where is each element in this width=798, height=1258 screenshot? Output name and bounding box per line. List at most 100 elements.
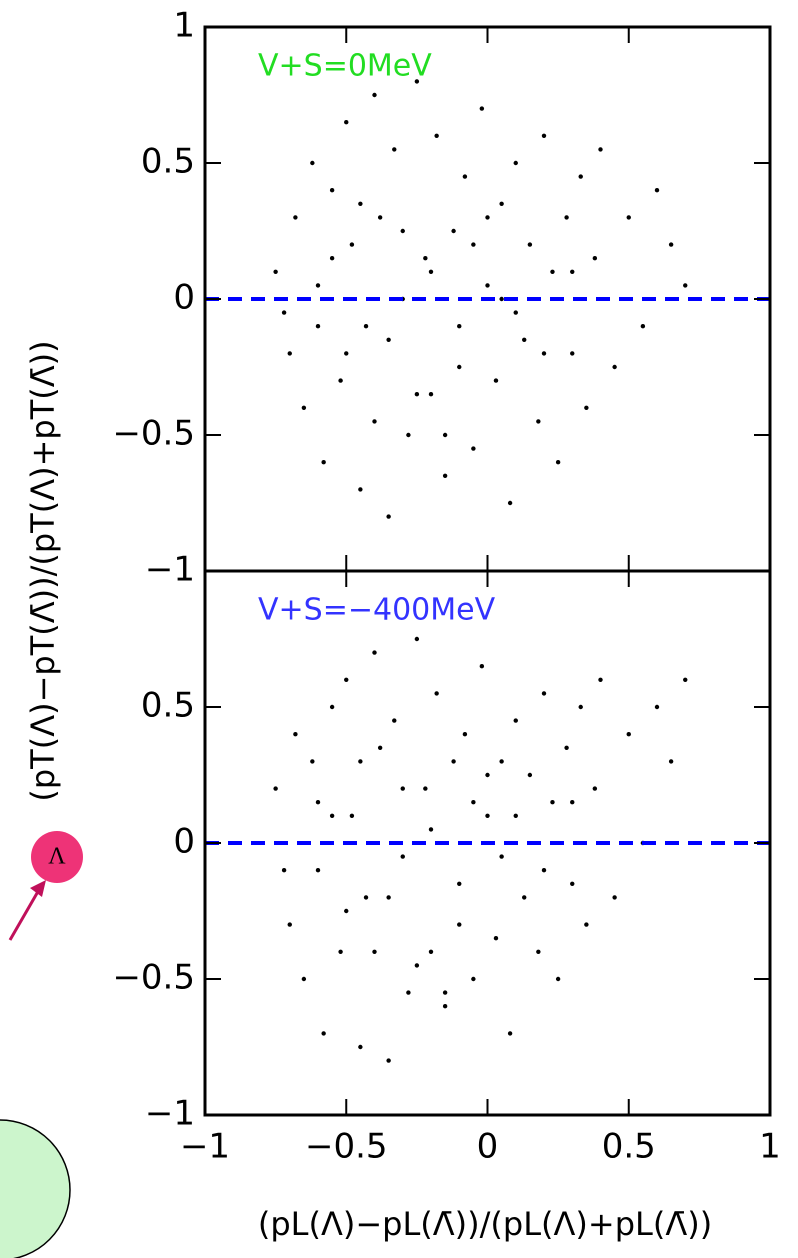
point — [564, 745, 569, 750]
x-tick-label: −0.5 — [305, 1127, 388, 1167]
point — [683, 677, 688, 682]
point — [471, 800, 476, 805]
point — [451, 759, 456, 764]
point — [386, 895, 391, 900]
point — [654, 704, 660, 710]
point — [386, 1058, 391, 1063]
point — [513, 160, 518, 166]
point — [287, 922, 292, 927]
arrow — [8, 887, 42, 941]
x-tick-label: −1 — [180, 1127, 230, 1167]
point — [414, 79, 420, 84]
point — [338, 949, 343, 954]
point — [493, 936, 499, 941]
point — [400, 786, 405, 791]
point — [570, 800, 575, 805]
point — [570, 351, 575, 356]
point — [428, 949, 434, 954]
point — [329, 256, 335, 261]
point — [584, 922, 589, 927]
point — [471, 242, 476, 247]
point — [349, 813, 355, 818]
point — [493, 378, 499, 383]
point — [462, 732, 468, 737]
point — [541, 133, 547, 138]
point — [273, 269, 278, 274]
point — [499, 296, 504, 302]
point — [612, 364, 617, 370]
point — [414, 963, 420, 968]
point — [578, 704, 583, 710]
point — [400, 854, 405, 859]
arrow-head — [30, 880, 46, 897]
x-tick-label: 0.5 — [602, 1127, 656, 1167]
point — [499, 201, 504, 206]
point — [293, 732, 298, 737]
point — [349, 242, 355, 247]
particle-label: Λ — [48, 844, 66, 870]
point — [372, 92, 377, 98]
point — [527, 772, 533, 778]
point — [428, 269, 434, 274]
point — [471, 976, 476, 982]
point — [457, 364, 462, 370]
point — [428, 827, 434, 832]
point — [301, 405, 307, 410]
point — [310, 160, 315, 166]
point — [499, 854, 504, 859]
point — [513, 813, 518, 818]
y-tick-label: −1 — [145, 1094, 195, 1134]
point — [329, 813, 335, 818]
point — [541, 868, 547, 873]
point — [423, 256, 428, 261]
green-sphere — [0, 1119, 71, 1258]
point — [344, 677, 349, 682]
point — [386, 337, 391, 342]
point — [273, 786, 278, 791]
point — [507, 500, 513, 506]
point — [550, 269, 555, 274]
point — [363, 895, 369, 900]
y-tick-label: −0.5 — [112, 958, 195, 998]
point — [578, 174, 583, 179]
point — [315, 868, 321, 873]
point — [550, 800, 555, 805]
point — [414, 636, 420, 642]
point — [315, 800, 321, 805]
point — [406, 432, 411, 438]
point — [372, 419, 377, 424]
point — [584, 405, 589, 410]
point — [293, 215, 298, 220]
point — [310, 759, 315, 764]
point — [344, 120, 349, 125]
point — [428, 392, 434, 397]
point — [372, 650, 377, 655]
y-tick-label: −0.5 — [112, 414, 195, 454]
point — [442, 990, 448, 995]
point — [527, 242, 533, 247]
point — [329, 188, 335, 193]
point — [555, 460, 561, 465]
point — [301, 976, 307, 982]
point — [358, 487, 363, 492]
point — [315, 324, 321, 329]
y-tick-label: 0 — [173, 278, 195, 318]
y-tick-label: 1 — [173, 6, 195, 46]
point — [471, 446, 476, 451]
point — [442, 1004, 448, 1009]
point — [281, 868, 287, 873]
point — [344, 908, 349, 914]
point — [377, 215, 383, 220]
point — [442, 432, 448, 438]
point — [485, 215, 490, 220]
point — [457, 324, 462, 329]
y-axis-label: (pT(Λ)−pT(Λ̄))/(pT(Λ)+pT(Λ̄)) — [24, 340, 62, 801]
point — [536, 949, 541, 954]
point — [400, 228, 405, 234]
point — [541, 691, 547, 696]
y-tick-label: −1 — [145, 550, 195, 590]
point — [499, 759, 504, 764]
point — [321, 1031, 326, 1036]
